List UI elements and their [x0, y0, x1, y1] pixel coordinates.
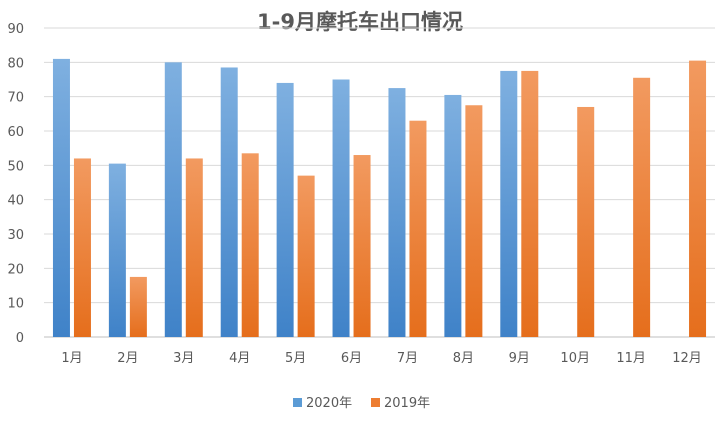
x-tick-label: 9月: [509, 351, 530, 366]
gridlines: [44, 27, 715, 338]
bar-series-2019: [73, 158, 91, 337]
x-tick-label: 1月: [61, 351, 82, 366]
bar-series-2020: [52, 58, 70, 338]
y-axis-ticks: 0 10 20 30 40 50 60 70 80 90: [7, 22, 24, 346]
y-tick-label: 80: [7, 56, 24, 71]
x-tick-label: 6月: [341, 351, 362, 366]
bar-series-2019: [633, 77, 651, 338]
y-tick-label: 60: [7, 125, 24, 140]
legend: 2020年 2019年: [293, 396, 430, 411]
x-tick-label: 7月: [397, 351, 418, 366]
bar-series-2020: [444, 94, 462, 337]
y-tick-label: 30: [7, 228, 24, 243]
bar-series-2019: [689, 60, 707, 337]
x-tick-label: 2月: [117, 351, 138, 366]
bar-series-2019: [409, 120, 427, 337]
x-tick-label: 3月: [173, 351, 194, 366]
y-tick-label: 40: [7, 194, 24, 209]
y-tick-label: 50: [7, 159, 24, 174]
bar-series-2020: [108, 163, 126, 337]
x-tick-label: 10月: [560, 351, 590, 366]
x-tick-label: 4月: [229, 351, 250, 366]
legend-label: 2020年: [306, 396, 352, 411]
bar-series-2020: [388, 88, 406, 337]
bar-series-2020: [332, 79, 350, 337]
y-tick-label: 10: [7, 297, 24, 312]
y-tick-label: 90: [7, 22, 24, 37]
bars: [52, 58, 707, 338]
bar-series-2019: [129, 276, 147, 337]
legend-label: 2019年: [384, 396, 430, 411]
bar-series-2019: [241, 153, 259, 337]
x-tick-label: 8月: [453, 351, 474, 366]
y-tick-label: 0: [16, 331, 24, 346]
chart-title: 1-9月摩托车出口情况: [257, 10, 463, 34]
bar-series-2019: [297, 175, 315, 337]
bar-series-2019: [185, 158, 203, 337]
bar-series-2019: [353, 155, 371, 337]
bar-series-2019: [577, 106, 595, 337]
legend-swatch: [293, 398, 302, 407]
bar-series-2020: [276, 82, 294, 337]
x-axis-ticks: 1月 2月 3月 4月 5月 6月 7月 8月 9月 10月 11月 12月: [61, 351, 701, 366]
bar-series-2019: [521, 70, 539, 338]
bar-series-2020: [164, 62, 182, 337]
bar-series-2020: [220, 67, 238, 337]
bar-series-2020: [500, 70, 518, 338]
bar-series-2019: [465, 105, 483, 337]
y-tick-label: 20: [7, 262, 24, 277]
x-tick-label: 12月: [672, 351, 702, 366]
x-tick-label: 5月: [285, 351, 306, 366]
y-tick-label: 70: [7, 91, 24, 106]
legend-swatch: [371, 398, 380, 407]
x-tick-label: 11月: [616, 351, 646, 366]
